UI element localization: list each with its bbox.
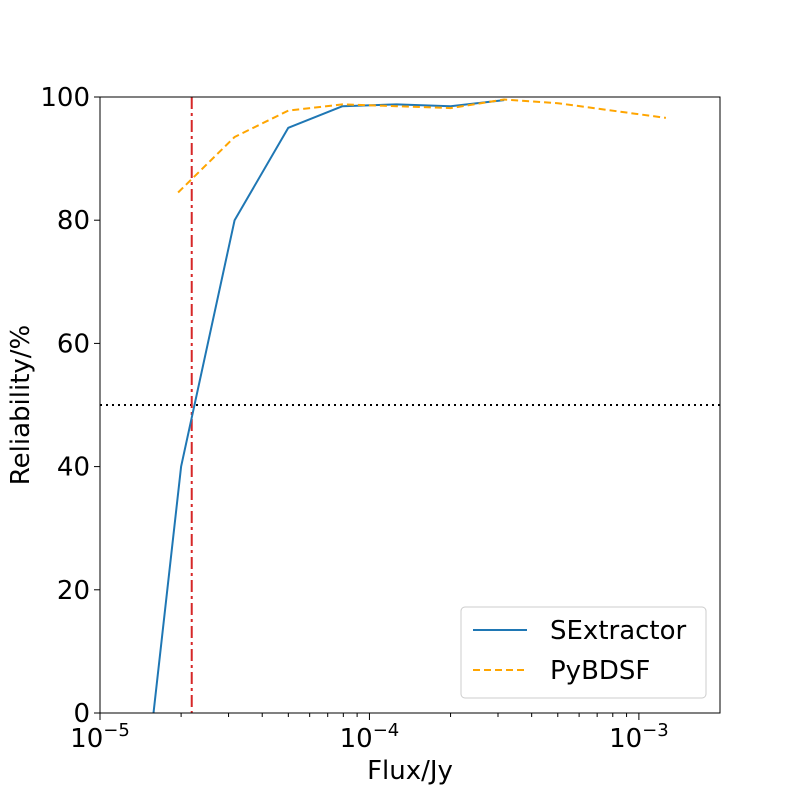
x-tick-label: 10−3 <box>609 720 669 754</box>
y-tick-label: 20 <box>57 576 90 606</box>
y-tick-label: 100 <box>40 83 90 113</box>
series-line-0 <box>152 99 505 714</box>
legend-label-0: SExtractor <box>550 616 687 646</box>
y-tick-label: 0 <box>73 699 90 729</box>
x-tick-label: 10−4 <box>340 720 400 754</box>
y-axis-label: Reliability/% <box>6 325 36 486</box>
x-axis: 10−5 10−4 10−3 <box>70 713 669 754</box>
plot-frame <box>99 96 721 714</box>
series-layer <box>152 98 667 714</box>
y-tick-label: 80 <box>57 206 90 236</box>
legend-label-1: PyBDSF <box>550 656 650 686</box>
y-tick-label: 40 <box>57 453 90 483</box>
y-axis: 0 20 40 60 80 100 <box>40 83 100 729</box>
y-tick-label: 60 <box>57 329 90 359</box>
x-axis-label: Flux/Jy <box>367 756 453 786</box>
legend: SExtractor PyBDSF <box>460 606 707 699</box>
x-tick-label: 10−5 <box>70 720 130 754</box>
reference-lines <box>100 97 720 713</box>
series-line-1 <box>177 98 667 194</box>
